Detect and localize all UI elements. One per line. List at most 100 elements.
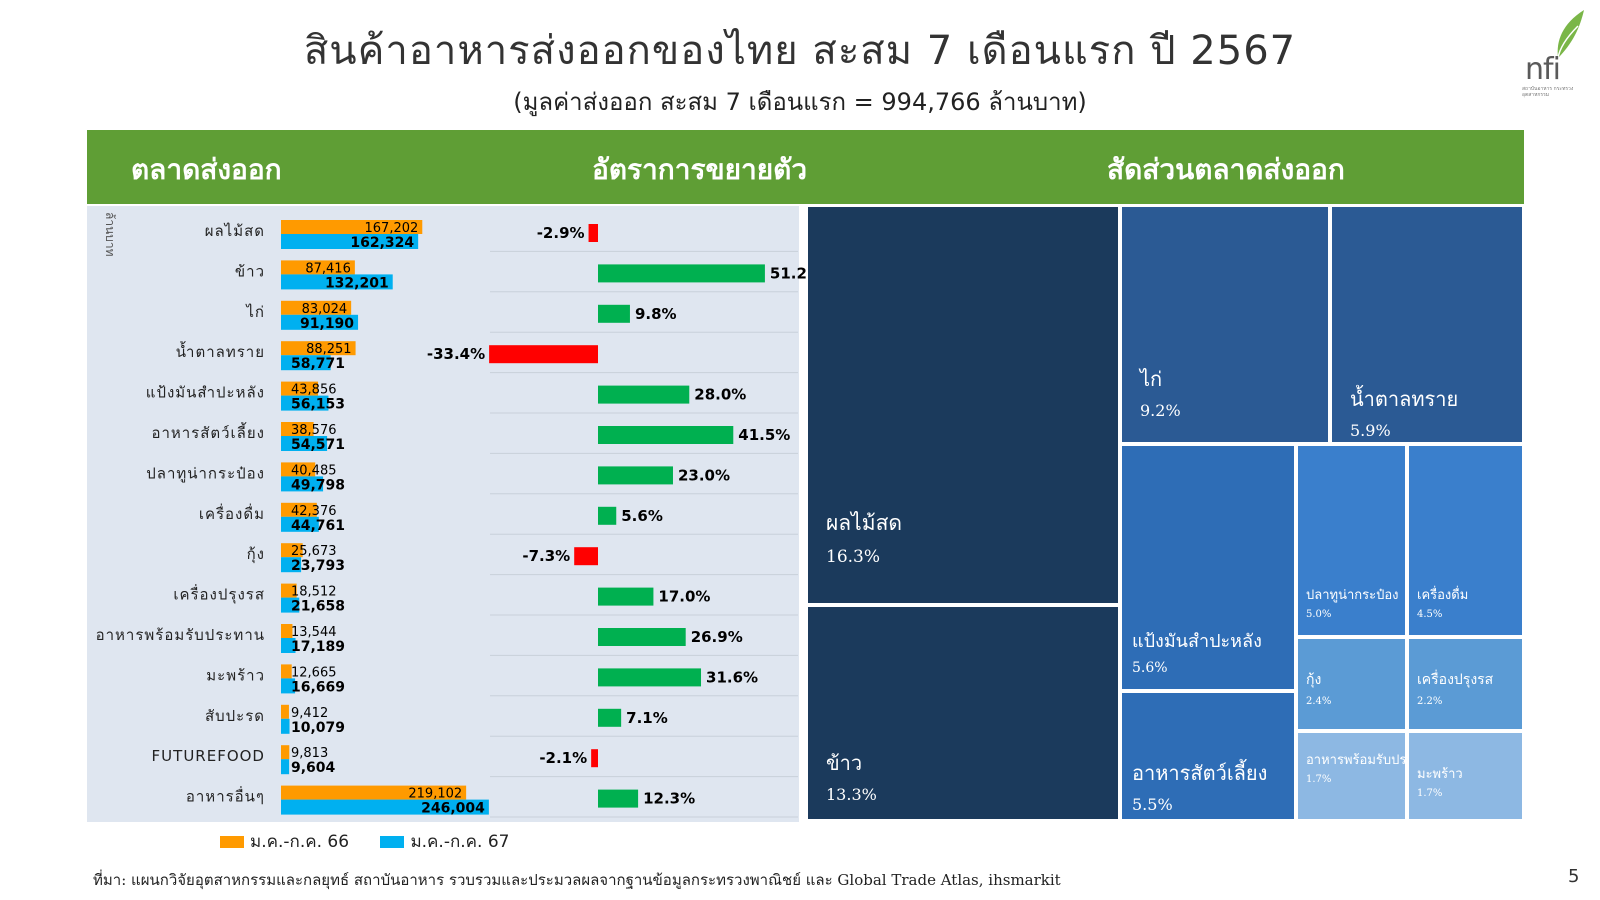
growth-bar-negative (489, 345, 598, 364)
legend-swatch-blue (380, 836, 405, 848)
growth-label: 17.0% (658, 588, 710, 606)
value-label-2567: 23,793 (291, 558, 345, 574)
value-label-2566: 43,856 (291, 383, 337, 398)
value-label-2566: 167,202 (365, 221, 419, 236)
bar-2566 (281, 300, 352, 315)
value-label-2567: 9,604 (291, 760, 336, 776)
category-label: ปลาทูน่ากระป๋อง (146, 464, 265, 482)
bar-2566 (281, 785, 467, 800)
category-label: มะพร้าว (206, 666, 265, 684)
bar-2566 (281, 664, 292, 679)
category-label: FUTUREFOOD (152, 747, 265, 765)
category-label: สับปะรด (205, 707, 265, 725)
growth-label: 28.0% (694, 386, 746, 404)
bar-2567 (281, 638, 296, 653)
source-footnote: ที่มา: แผนกวิจัยอุตสาหกรรมและกลยุทธ์ สถา… (93, 871, 1061, 889)
value-label-2567: 10,079 (291, 720, 345, 736)
growth-bar-negative (588, 224, 598, 242)
value-label-2566: 13,544 (291, 625, 337, 640)
bar-2566 (281, 462, 316, 477)
category-label: ไก่ (245, 303, 265, 321)
growth-bar-positive (598, 628, 686, 646)
value-label-2567: 16,669 (291, 679, 345, 695)
page-subtitle: (มูลค่าส่งออก สะสม 7 เดือนแรก = 994,766 … (513, 88, 1087, 116)
growth-label: 26.9% (691, 628, 743, 646)
category-label: กุ้ง (247, 545, 265, 564)
value-label-2566: 40,485 (291, 463, 337, 478)
value-label-2566: 87,416 (305, 261, 351, 276)
logo-subtext: สถาบันอาหาร กระทรวงอุตสาหกรรม (1522, 86, 1574, 98)
value-label-2567: 162,324 (350, 235, 414, 251)
value-label-2566: 18,512 (291, 585, 337, 600)
value-label-2567: 21,658 (291, 599, 345, 615)
category-label: เครื่องปรุงรส (173, 584, 265, 605)
value-label-2566: 83,024 (302, 302, 348, 317)
growth-bar-negative (574, 547, 598, 566)
value-label-2566: 88,251 (306, 342, 352, 357)
growth-bar-negative (591, 749, 598, 768)
bar-2567 (281, 476, 324, 492)
bar-2566 (281, 583, 297, 598)
bar-2566 (281, 381, 319, 396)
growth-label: 7.1% (626, 709, 668, 727)
page-title: สินค้าอาหารส่งออกของไทย สะสม 7 เดือนแรก … (303, 28, 1297, 74)
bar-2567 (281, 718, 290, 734)
bar-2566 (281, 422, 314, 436)
bar-2567 (281, 516, 319, 532)
value-label-2567: 246,004 (421, 801, 485, 817)
growth-bar-positive (598, 789, 639, 808)
growth-bar-positive (598, 426, 734, 444)
bar-2567 (281, 314, 359, 330)
bar-2566 (281, 624, 293, 638)
value-label-2566: 12,665 (291, 665, 337, 680)
bar-2567 (281, 678, 296, 694)
growth-label: 12.3% (643, 790, 695, 808)
growth-bar-positive (598, 466, 673, 485)
value-label-2567: 91,190 (300, 316, 354, 332)
growth-bar-positive (598, 668, 702, 687)
market-chart-panel (87, 206, 799, 822)
logo-text: nfi (1525, 52, 1561, 87)
value-label-2566: 9,412 (291, 706, 328, 721)
value-label-2567: 132,201 (325, 275, 389, 291)
value-label-2567: 54,571 (291, 437, 345, 453)
category-label: ผลไม้สด (205, 222, 265, 240)
growth-label: -33.4% (427, 345, 485, 363)
category-label: เครื่องดื่ม (199, 503, 265, 523)
bar-2566 (281, 704, 289, 719)
legend-label-2566: ม.ค.-ก.ค. 66 (250, 832, 350, 852)
value-label-2567: 44,761 (291, 518, 345, 534)
bar-2567 (281, 557, 302, 573)
growth-bar-positive (598, 264, 765, 283)
unit-label: ล้านบาท (103, 212, 117, 257)
bar-2567 (281, 355, 331, 371)
bar-2567 (281, 799, 489, 815)
bar-2567 (281, 759, 290, 775)
category-label: อาหารพร้อมรับประทาน (96, 626, 265, 644)
category-label: น้ำตาลทราย (176, 341, 265, 361)
growth-label: 31.6% (706, 668, 758, 686)
growth-label: -7.3% (522, 547, 570, 565)
value-label-2566: 9,813 (291, 746, 328, 761)
growth-bar-positive (598, 708, 622, 727)
legend-swatch-orange (220, 836, 244, 848)
bar-2566 (281, 220, 423, 234)
nfi-leaf-logo-icon (1557, 10, 1584, 59)
growth-label: 23.0% (678, 466, 730, 484)
legend-item-2566: ม.ค.-ก.ค. 66 (220, 828, 349, 855)
bar-2566 (281, 502, 317, 517)
bar-2567 (281, 395, 329, 411)
value-label-2566: 25,673 (291, 544, 337, 559)
category-label: ข้าว (235, 262, 265, 280)
category-label: อาหารสัตว์เลี้ยง (151, 422, 265, 442)
value-label-2567: 49,798 (291, 477, 345, 493)
header-markets: ตลาดส่งออก (131, 153, 282, 186)
growth-label: 41.5% (738, 426, 790, 444)
bar-2566 (281, 341, 356, 356)
growth-bar-positive (598, 385, 690, 404)
value-label-2567: 56,153 (291, 397, 345, 413)
growth-label: 51.2% (770, 264, 822, 282)
growth-label: -2.9% (537, 224, 585, 242)
chart-legend: ม.ค.-ก.ค. 66 ม.ค.-ก.ค. 67 (220, 828, 535, 855)
